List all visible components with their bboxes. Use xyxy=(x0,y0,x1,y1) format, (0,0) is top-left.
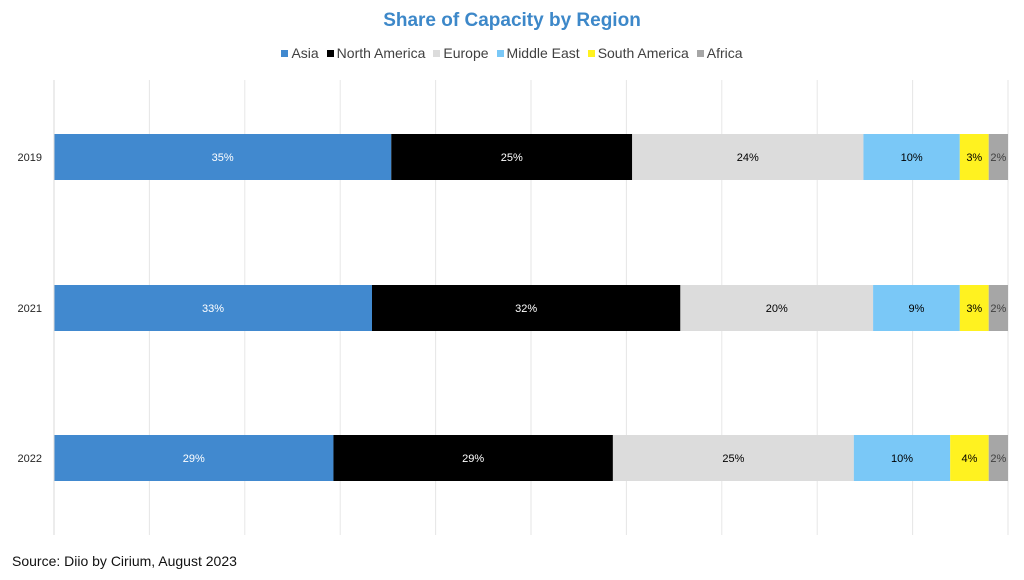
bar-segment xyxy=(54,435,334,481)
category-label: 2021 xyxy=(18,303,42,315)
chart-title: Share of Capacity by Region xyxy=(383,10,641,31)
data-label: 10% xyxy=(891,453,913,465)
bar-segment xyxy=(680,285,874,331)
bar-segment xyxy=(950,435,989,481)
bar-segment xyxy=(988,285,1008,331)
data-label: 29% xyxy=(462,453,484,465)
bar-segment xyxy=(333,435,613,481)
data-label: 3% xyxy=(966,152,982,164)
legend-item: Africa xyxy=(696,45,743,61)
legend-swatch xyxy=(696,50,704,57)
data-label: 2% xyxy=(990,152,1006,164)
bar-segment xyxy=(853,435,951,481)
legend-item: Middle East xyxy=(496,45,580,61)
bar-segment xyxy=(988,134,1008,180)
bar-segment xyxy=(391,134,633,180)
legend-swatch xyxy=(326,50,334,57)
data-label: 20% xyxy=(766,303,788,315)
bar-segment xyxy=(54,285,372,331)
bar-segment xyxy=(988,435,1008,481)
legend: Asia North America Europe Middle East South … xyxy=(0,45,1024,61)
bar-segment xyxy=(632,134,864,180)
data-label: 2% xyxy=(990,453,1006,465)
legend-item: Asia xyxy=(281,45,319,61)
source-note: Source: Diio by Cirium, August 2023 xyxy=(12,553,237,569)
legend-swatch xyxy=(433,50,441,57)
data-label: 10% xyxy=(901,152,923,164)
legend-item: North America xyxy=(326,45,426,61)
bar-segment xyxy=(612,435,854,481)
bar-segment xyxy=(959,134,989,180)
legend-swatch xyxy=(281,50,289,57)
category-label: 2019 xyxy=(18,152,42,164)
data-label: 4% xyxy=(962,453,978,465)
legend-label: North America xyxy=(336,45,426,61)
bar-segment xyxy=(873,285,960,331)
legend-label: Asia xyxy=(291,45,319,61)
bar-segment xyxy=(863,134,960,180)
data-label: 29% xyxy=(183,453,205,465)
data-label: 24% xyxy=(737,152,759,164)
data-label: 25% xyxy=(501,152,523,164)
legend-item: Europe xyxy=(433,45,489,61)
legend-label: South America xyxy=(597,45,689,61)
bar-segment xyxy=(54,134,392,180)
bar-segment xyxy=(372,285,681,331)
data-label: 35% xyxy=(212,152,234,164)
plot-area: 2019 35% 25% 24% 10% 3% 2% 2021 33% 32% 20% 9% 3% 2% 2… xyxy=(18,80,1009,535)
legend-item: South America xyxy=(587,45,689,61)
legend-label: Middle East xyxy=(506,45,580,61)
data-label: 9% xyxy=(909,303,925,315)
data-label: 3% xyxy=(966,303,982,315)
data-label: 32% xyxy=(515,303,537,315)
legend-label: Europe xyxy=(443,45,489,61)
data-label: 25% xyxy=(722,453,744,465)
legend-swatch xyxy=(587,50,595,57)
category-label: 2022 xyxy=(18,453,42,465)
data-label: 2% xyxy=(990,303,1006,315)
legend-label: Africa xyxy=(706,45,743,61)
legend-swatch xyxy=(496,50,504,57)
data-label: 33% xyxy=(202,303,224,315)
bar-segment xyxy=(959,285,989,331)
